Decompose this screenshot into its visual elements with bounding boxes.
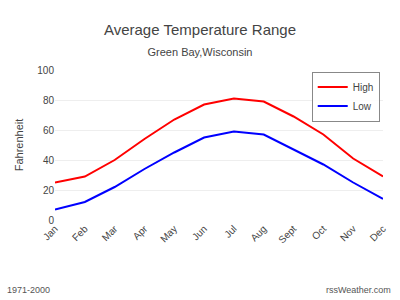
svg-text:Nov: Nov [338, 223, 358, 243]
svg-text:Aug: Aug [248, 223, 268, 243]
svg-text:Low: Low [353, 101, 372, 112]
svg-text:80: 80 [43, 95, 55, 106]
svg-text:1971-2000: 1971-2000 [7, 285, 50, 295]
svg-text:rssWeather.com: rssWeather.com [326, 285, 391, 295]
svg-text:Sept: Sept [276, 223, 298, 245]
svg-text:May: May [158, 223, 179, 244]
svg-text:Jun: Jun [190, 223, 209, 242]
svg-text:40: 40 [43, 155, 55, 166]
svg-text:Average Temperature Range: Average Temperature Range [104, 21, 296, 38]
svg-text:Dec: Dec [368, 223, 388, 243]
svg-text:Mar: Mar [100, 223, 120, 243]
svg-text:Fahrenheit: Fahrenheit [13, 119, 25, 172]
svg-text:Apr: Apr [131, 223, 150, 242]
svg-text:60: 60 [43, 125, 55, 136]
svg-text:High: High [353, 82, 374, 93]
svg-text:Jul: Jul [222, 223, 239, 240]
svg-text:20: 20 [43, 185, 55, 196]
svg-text:100: 100 [37, 65, 54, 76]
svg-text:Oct: Oct [310, 223, 329, 242]
svg-text:0: 0 [48, 215, 54, 226]
svg-text:Green Bay,Wisconsin: Green Bay,Wisconsin [148, 46, 253, 58]
svg-text:Jan: Jan [41, 223, 60, 242]
svg-text:Feb: Feb [70, 223, 90, 243]
